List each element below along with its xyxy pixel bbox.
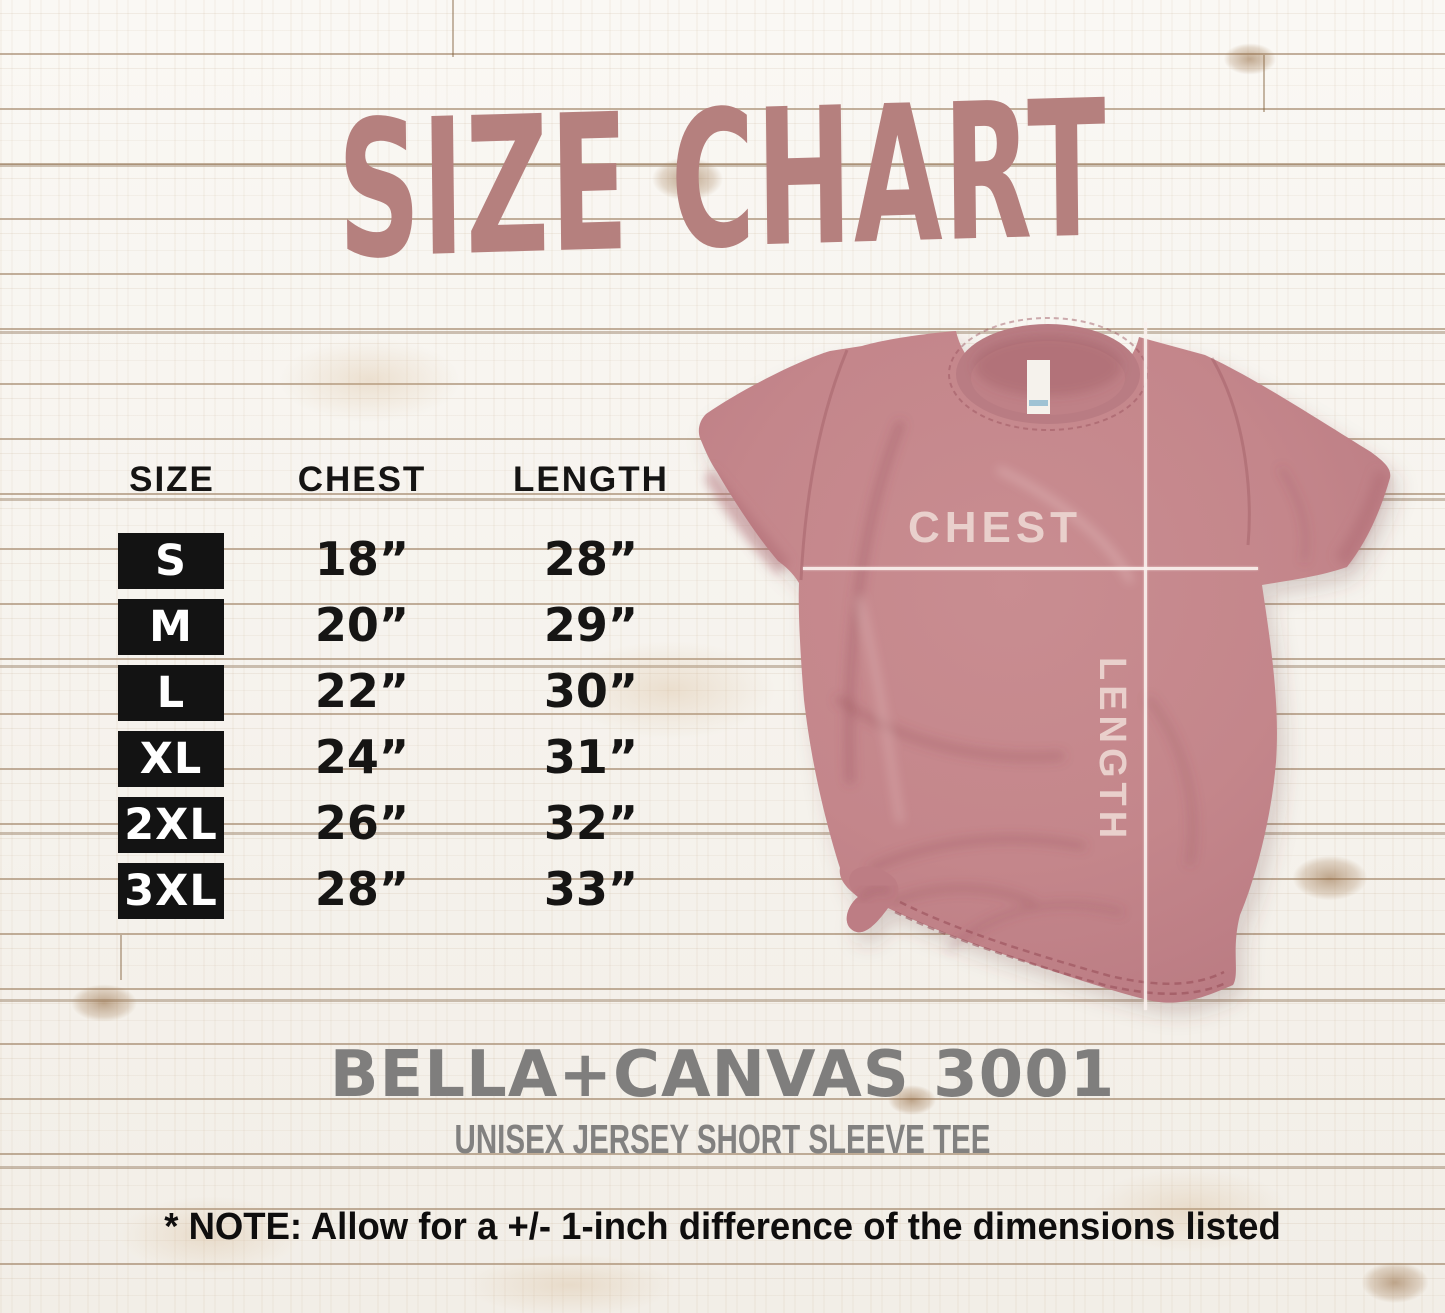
chest-cell: 24” (314, 730, 410, 784)
size-cell: XL (118, 731, 224, 787)
size-cell: S (118, 533, 224, 589)
page-title: SIZE CHART (336, 58, 1109, 302)
length-cell: 28” (543, 532, 639, 586)
column-header-length: LENGTH (513, 460, 669, 499)
table-row: L 22” 30” (0, 660, 700, 726)
wood-seam (120, 935, 122, 980)
tolerance-note: * NOTE: Allow for a +/- 1-inch differenc… (164, 1206, 1281, 1248)
chest-measure-label: CHEST (907, 503, 1083, 552)
wood-seam (1263, 55, 1265, 112)
column-header-size: SIZE (129, 460, 215, 499)
length-measure-line (1144, 322, 1147, 1010)
table-row: 2XL 26” 32” (0, 792, 700, 858)
length-measure-label: LENGTH (1091, 657, 1133, 844)
length-cell: 29” (543, 598, 639, 652)
column-header-chest: CHEST (297, 460, 427, 499)
size-table: S 18” 28” M 20” 29” L 22” 30” XL 24” 31”… (0, 528, 700, 924)
chest-cell: 18” (314, 532, 410, 586)
chest-cell: 22” (314, 664, 410, 718)
wood-seam (452, 0, 454, 57)
size-cell: 2XL (118, 797, 224, 853)
table-row: 3XL 28” 33” (0, 858, 700, 924)
length-cell: 32” (543, 796, 639, 850)
product-name: BELLA+CANVAS 3001 (329, 1038, 1116, 1112)
length-cell: 31” (543, 730, 639, 784)
size-cell: 3XL (118, 863, 224, 919)
chest-cell: 26” (314, 796, 410, 850)
table-row: M 20” 29” (0, 594, 700, 660)
chest-cell: 20” (314, 598, 410, 652)
product-style: UNISEX JERSEY SHORT SLEEVE TEE (454, 1116, 991, 1162)
length-cell: 30” (543, 664, 639, 718)
size-cell: L (118, 665, 224, 721)
length-cell: 33” (543, 862, 639, 916)
chest-cell: 28” (314, 862, 410, 916)
table-row: XL 24” 31” (0, 726, 700, 792)
chest-measure-line (803, 567, 1258, 570)
size-cell: M (118, 599, 224, 655)
table-row: S 18” 28” (0, 528, 700, 594)
